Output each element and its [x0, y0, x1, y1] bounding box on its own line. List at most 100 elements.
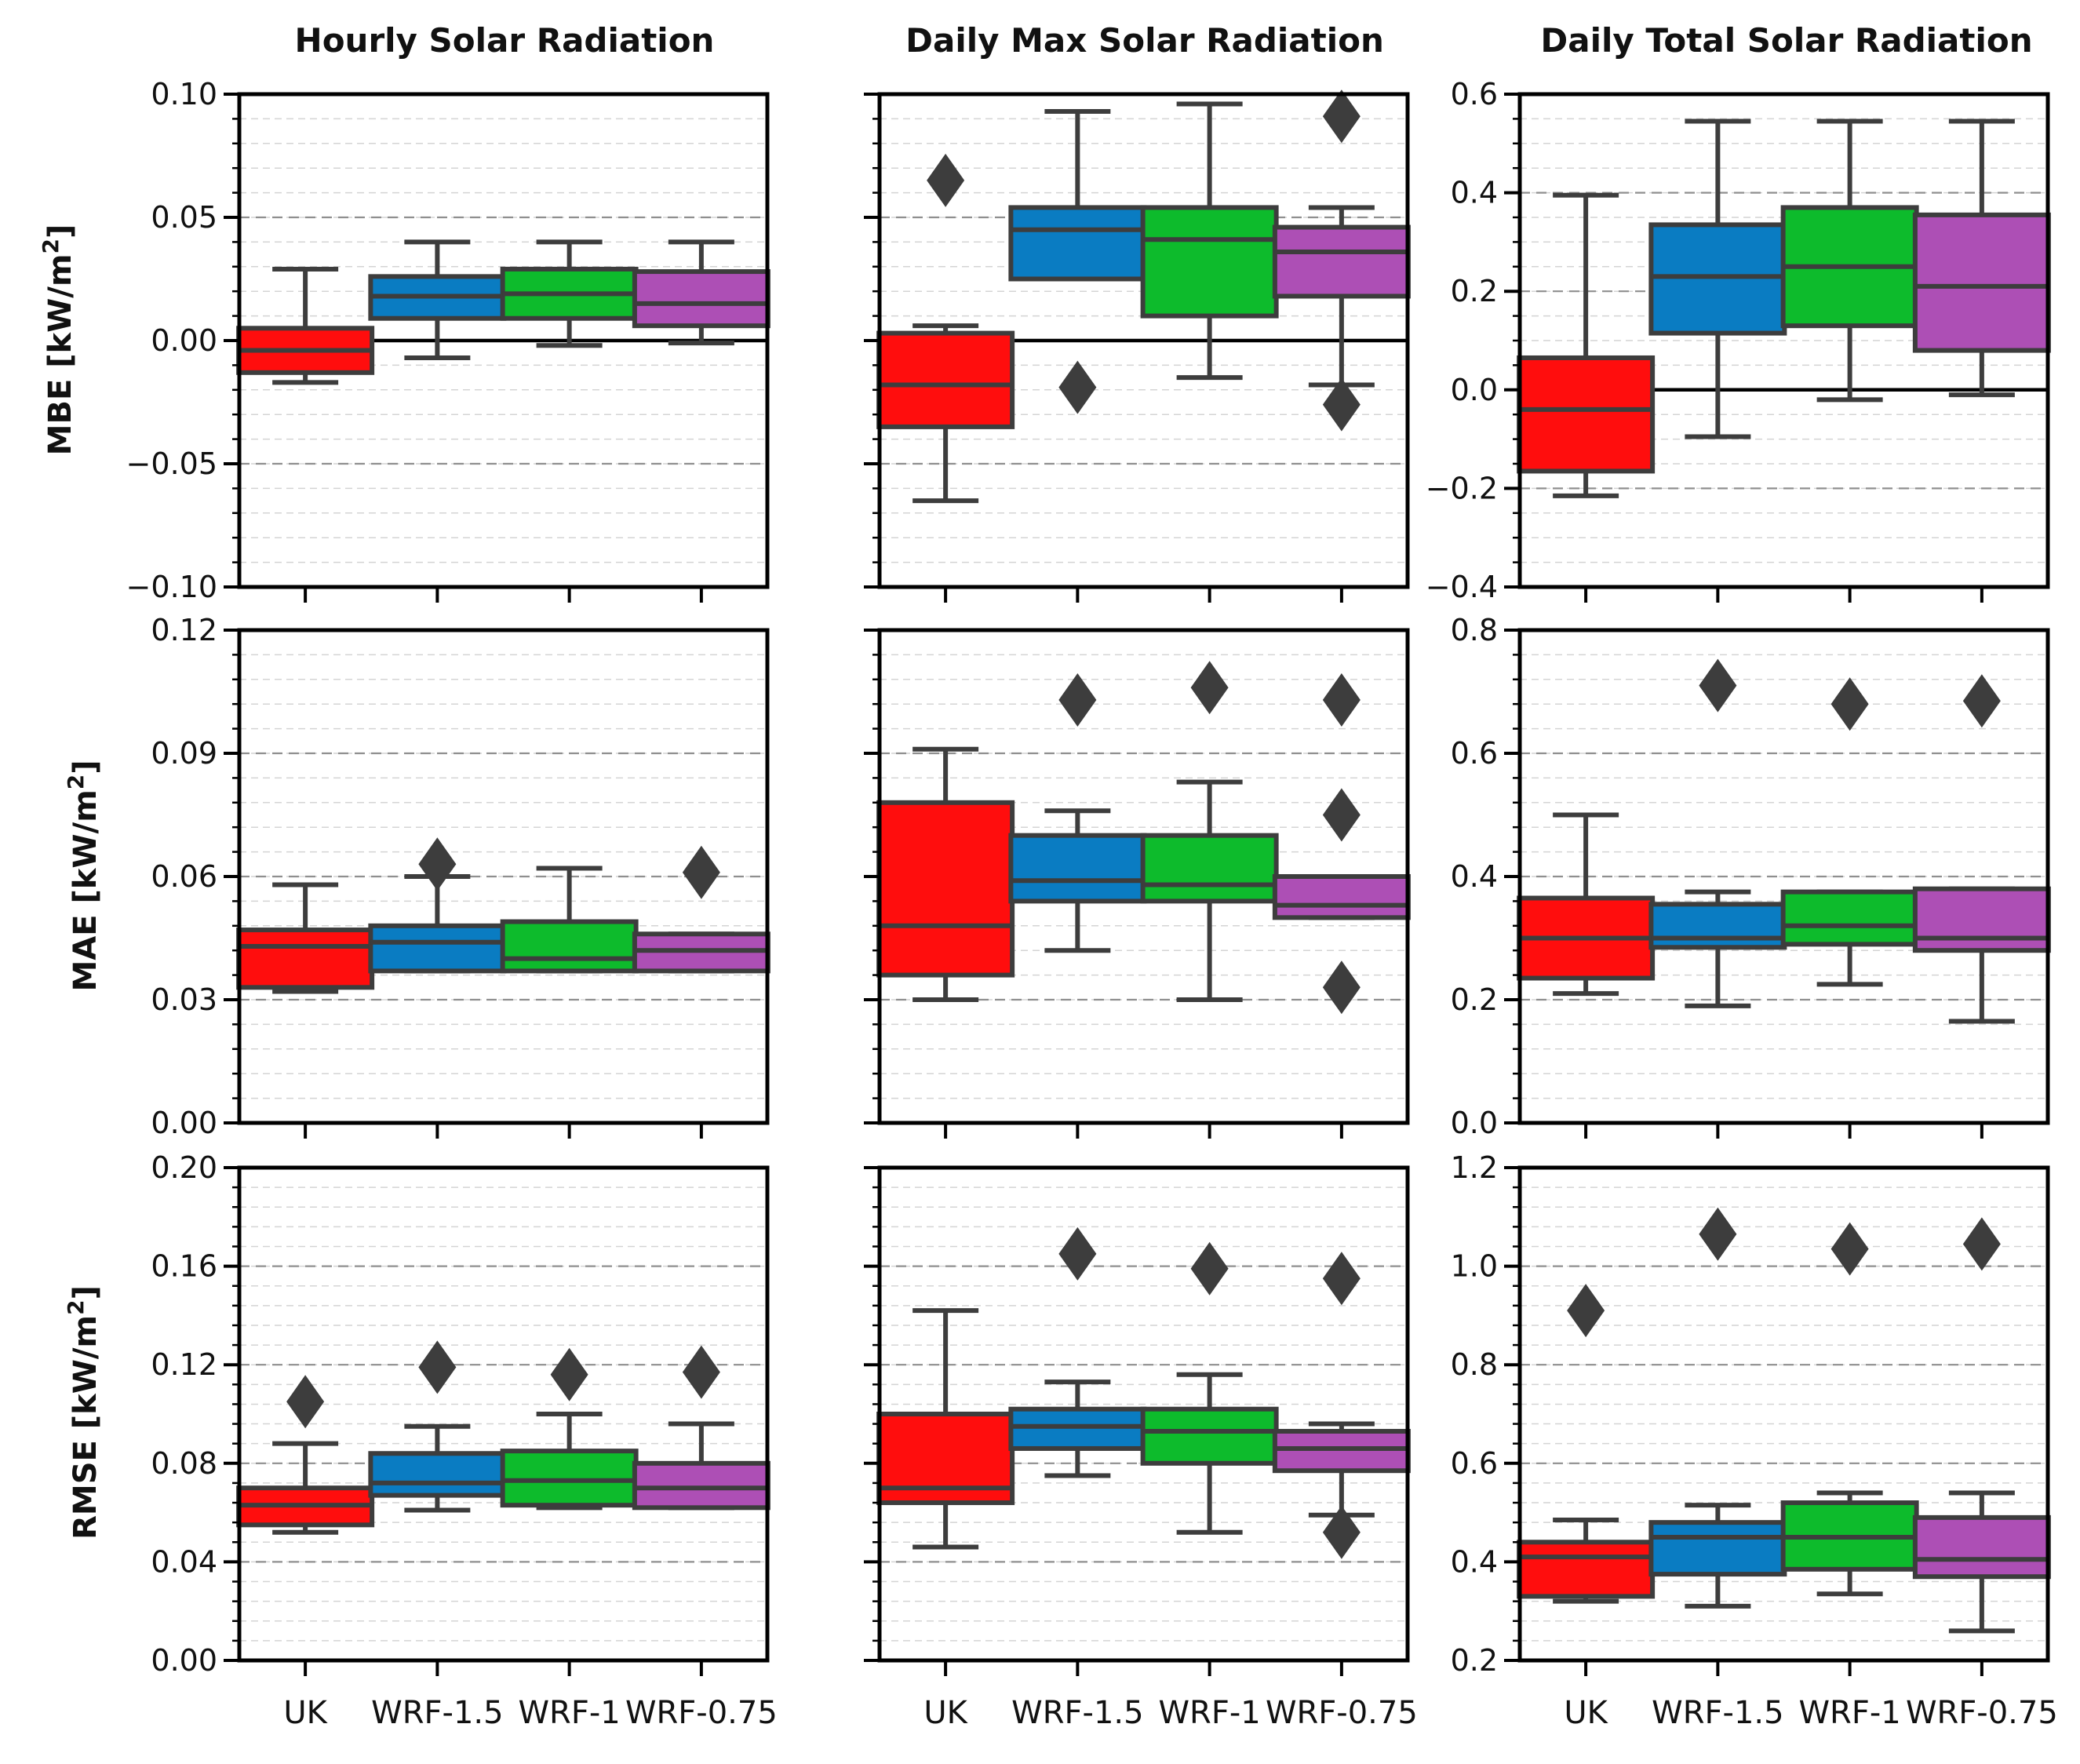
y-tick-label: 0.0: [1451, 373, 1498, 407]
axes-frame: [1517, 1165, 2050, 1663]
outlier-marker: [1322, 89, 1361, 144]
box-body: [1648, 222, 1787, 336]
outlier-marker: [1322, 672, 1361, 727]
panel-2-2: 1.2 1.0 0.8 0.6 0.4 0.2 UK WRF-1.5 WRF-1 WRF-0.75: [1451, 1150, 2058, 1731]
box-body: [1517, 1540, 1656, 1599]
box-body: [1008, 205, 1147, 282]
y-tick-label: 0.04: [151, 1544, 217, 1579]
y-tick-label: 0.20: [151, 1150, 217, 1185]
box-uk: [236, 882, 375, 994]
panel-0-1: [864, 89, 1411, 603]
row-label-mbe: MBE [kW/m2]: [38, 224, 78, 456]
box-body: [876, 800, 1015, 978]
box-wrf-1-5: [368, 239, 507, 360]
box-body: [632, 269, 770, 329]
box-wrf-1: [500, 239, 639, 348]
row-label-mbe-metric: MBE: [42, 379, 78, 456]
y-tick-label: 0.4: [1451, 1544, 1498, 1579]
y-tick-label: −0.2: [1426, 471, 1498, 505]
x-tick-label: WRF-1.5: [1011, 1695, 1143, 1731]
box-uk: [1517, 192, 1656, 498]
panel-1-2: 0.8 0.6 0.4 0.2 0.0: [1451, 613, 2051, 1140]
box-wrf-0-75: [1272, 1252, 1411, 1559]
box-wrf-0-75: [1272, 672, 1411, 1015]
box-wrf-0-75: [1912, 118, 2051, 398]
box-wrf-1-5: [1008, 1226, 1147, 1478]
outlier-marker: [1190, 1241, 1229, 1296]
panel-0-2: 0.6 0.4 0.2 0.0 −0.2 −0.4: [1426, 77, 2051, 604]
box-wrf-1-5: [1648, 118, 1787, 439]
box-wrf-1-5: [1648, 658, 1787, 1008]
box-body: [632, 1460, 770, 1511]
outlier-marker: [418, 1340, 457, 1394]
panel-2-1: UK WRF-1.5 WRF-1 WRF-0.75: [864, 1165, 1418, 1731]
outlier-marker: [682, 845, 720, 899]
panel-2-0: 0.20 0.16 0.12 0.08 0.04 0.00 UK WRF-1.5 WRF-1 WR…: [151, 1150, 777, 1731]
box-body: [1912, 1514, 2051, 1580]
row-label-mae: MAE [kW/m2]: [63, 760, 104, 991]
outlier-marker: [927, 153, 965, 207]
x-tick-label: WRF-0.75: [1906, 1695, 2058, 1731]
y-tick-label: 0.05: [151, 200, 217, 235]
box-body: [1272, 1428, 1411, 1474]
y-tick-label: 0.8: [1451, 613, 1498, 647]
y-tick-label: 0.06: [151, 859, 217, 894]
x-tick-label: UK: [1564, 1695, 1608, 1731]
outlier-marker: [1190, 661, 1229, 715]
row-label-mbe-sup: 2: [38, 239, 64, 253]
box-wrf-0-75: [1912, 674, 2051, 1024]
outlier-marker: [1699, 1207, 1737, 1261]
outlier-marker: [550, 1347, 588, 1401]
row-label-mbe-unit: [kW/m: [42, 253, 78, 367]
outlier-marker: [418, 837, 457, 891]
box-body: [1272, 224, 1411, 299]
box-wrf-1: [1780, 1222, 1919, 1597]
box-body: [368, 1451, 507, 1498]
row-label-mae-sup: 2: [63, 774, 89, 789]
y-tick-label: 0.2: [1451, 274, 1498, 308]
x-tick-label: UK: [283, 1695, 328, 1731]
x-tick-label: WRF-1: [519, 1695, 621, 1731]
row-label-mae-metric: MAE: [67, 914, 104, 991]
box-wrf-1-5: [368, 837, 507, 974]
y-tick-label: 0.12: [151, 613, 217, 647]
box-body: [1272, 874, 1411, 920]
row-label-mae-unit: [kW/m: [67, 789, 104, 903]
panel-1-1: [864, 628, 1411, 1139]
y-tick-label: 0.4: [1451, 176, 1498, 210]
box-body: [1140, 205, 1279, 319]
box-wrf-1: [500, 1347, 639, 1511]
y-tick-label: 0.00: [151, 1106, 217, 1140]
box-wrf-1: [1140, 1241, 1279, 1535]
y-tick-label: −0.4: [1426, 570, 1498, 604]
box-uk: [1517, 812, 1656, 997]
box-uk: [236, 266, 375, 385]
box-body: [1140, 1406, 1279, 1466]
box-body: [1140, 833, 1279, 904]
box-body: [1008, 833, 1147, 904]
box-uk: [876, 746, 1015, 1002]
outlier-marker: [1058, 1226, 1097, 1281]
column-title-hourly: Hourly Solar Radiation: [295, 21, 715, 60]
outlier-marker: [682, 1345, 720, 1399]
panels-layer: 0.10 0.05 0.00 −0.05 −0.10 0.6 0.4 0.2 0.0 −0.2 −0…: [126, 77, 2058, 1731]
box-wrf-1-5: [1648, 1207, 1787, 1609]
panel-0-0: 0.10 0.05 0.00 −0.05 −0.10: [126, 77, 770, 604]
box-uk: [236, 1375, 375, 1535]
y-tick-label: −0.05: [126, 446, 217, 481]
box-uk: [876, 1308, 1015, 1550]
y-tick-label: 0.09: [151, 736, 217, 771]
box-body: [876, 330, 1015, 429]
box-wrf-0-75: [632, 845, 770, 974]
y-tick-label: 0.03: [151, 982, 217, 1017]
outlier-marker: [1962, 1217, 2001, 1271]
x-tick-label: WRF-1.5: [371, 1695, 503, 1731]
box-body: [1648, 1520, 1787, 1577]
column-title-daily-max: Daily Max Solar Radiation: [905, 21, 1384, 60]
y-tick-label: 1.0: [1451, 1249, 1498, 1284]
x-tick-label: WRF-1.5: [1652, 1695, 1783, 1731]
panel-1-0: 0.12 0.09 0.06 0.03 0.00: [151, 613, 770, 1140]
outlier-marker: [1567, 1284, 1605, 1338]
x-tick-label: WRF-1: [1799, 1695, 1901, 1731]
y-tick-label: 0.16: [151, 1249, 217, 1284]
